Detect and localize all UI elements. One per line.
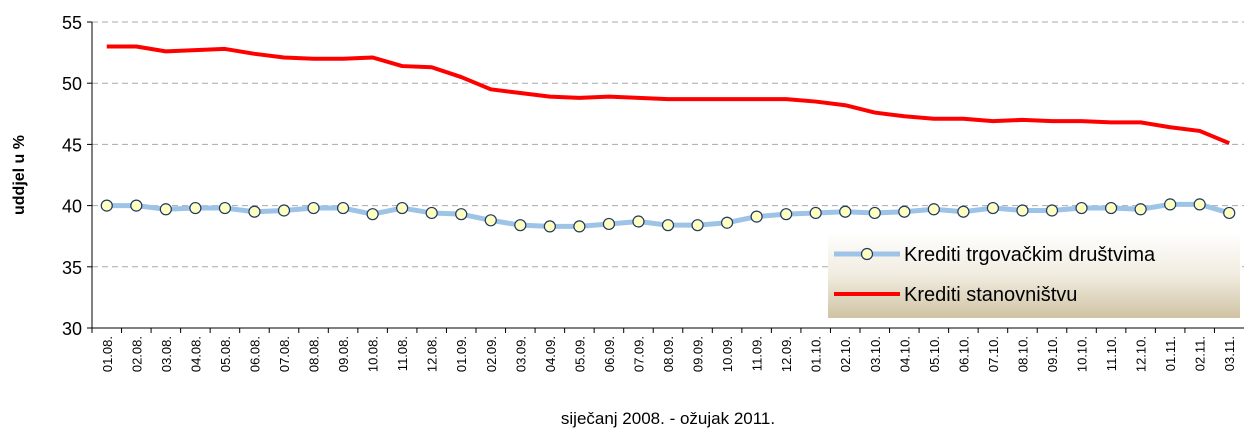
x-tick-label: 01.11. [1163, 336, 1178, 371]
x-tick-label: 11.09. [750, 336, 765, 371]
marker [661, 219, 675, 232]
marker [839, 205, 852, 218]
marker [986, 201, 1000, 215]
marker [189, 201, 202, 215]
y-tick-label: 35 [62, 258, 82, 278]
x-tick-label: 11.08. [395, 336, 410, 371]
x-tick-label: 06.10. [956, 336, 971, 372]
x-tick-label: 10.08. [366, 336, 381, 372]
marker [514, 219, 527, 232]
y-tick-label: 30 [62, 319, 82, 339]
x-tick-label: 02.09. [484, 336, 499, 372]
x-tick-label: 03.10. [868, 336, 883, 372]
marker [1193, 198, 1206, 211]
x-tick-label: 05.09. [572, 336, 587, 372]
x-tick-label: 01.09. [454, 336, 469, 372]
y-tick-label: 50 [62, 74, 82, 94]
x-tick-label: 02.10. [838, 336, 853, 372]
x-tick-label: 06.09. [602, 336, 617, 372]
marker [780, 208, 793, 221]
marker [1016, 204, 1029, 217]
x-tick-label: 04.08. [188, 336, 203, 372]
marker [1223, 206, 1236, 220]
x-tick-label: 05.10. [927, 336, 942, 372]
x-tick-label: 09.09. [691, 336, 706, 372]
marker [1164, 198, 1177, 211]
x-tick-label: 07.08. [277, 336, 292, 372]
marker [720, 216, 734, 229]
legend-label: Krediti trgovačkim društvima [904, 244, 1156, 266]
x-tick-label: 01.10. [809, 336, 824, 372]
x-tick-label: 02.11. [1193, 336, 1208, 371]
marker [248, 205, 261, 218]
x-tick-label: 09.10. [1045, 336, 1060, 372]
x-tick-label: 05.08. [218, 336, 233, 372]
x-tick-label: 03.09. [513, 336, 528, 372]
y-tick-label: 45 [62, 135, 82, 155]
marker [1134, 203, 1147, 216]
marker [927, 203, 940, 216]
x-tick-label: 09.08. [336, 336, 351, 372]
x-tick-label: 12.10. [1134, 336, 1149, 372]
legend-marker [860, 247, 874, 261]
x-tick-label: 12.09. [779, 336, 794, 372]
marker [218, 201, 232, 215]
marker [307, 201, 320, 215]
marker [396, 201, 409, 215]
legend: Krediti trgovačkim društvima Krediti stan… [828, 232, 1240, 318]
y-tick-label: 55 [62, 13, 82, 33]
marker [425, 206, 438, 220]
x-tick-label: 03.08. [159, 336, 174, 372]
marker [898, 205, 911, 218]
x-tick-label: 01.08. [100, 336, 115, 372]
marker [130, 199, 143, 212]
x-tick-label: 07.10. [986, 336, 1001, 372]
x-tick-label: 03.11. [1222, 336, 1237, 371]
x-tick-label: 12.08. [425, 336, 440, 372]
marker [691, 219, 704, 232]
marker [809, 206, 822, 220]
marker [632, 215, 645, 228]
marker [484, 214, 497, 227]
marker [1104, 201, 1118, 215]
x-axis-title: siječanj 2008. - ožujak 2011. [561, 409, 775, 428]
marker [366, 208, 379, 221]
x-tick-label: 08.10. [1015, 336, 1030, 372]
y-tick-label: 40 [62, 197, 82, 217]
marker [277, 204, 291, 217]
legend-label: Krediti stanovništvu [904, 284, 1077, 306]
marker [455, 208, 468, 221]
marker [957, 205, 970, 218]
marker [336, 201, 350, 215]
marker [602, 217, 616, 231]
marker [1045, 204, 1059, 217]
x-tick-label: 08.08. [307, 336, 322, 372]
x-tick-label: 02.08. [129, 336, 144, 372]
marker [1075, 201, 1088, 215]
legend-box [828, 232, 1240, 318]
x-tick-label: 06.08. [247, 336, 262, 372]
marker [159, 203, 172, 216]
x-tick-label: 04.09. [543, 336, 558, 372]
marker [868, 206, 881, 220]
x-tick-label: 04.10. [897, 336, 912, 372]
marker [543, 220, 556, 233]
x-tick-label: 10.10. [1075, 336, 1090, 372]
marker [100, 199, 113, 212]
x-tick-label: 07.09. [631, 336, 646, 372]
marker [750, 210, 763, 223]
x-tick-label: 10.09. [720, 336, 735, 372]
y-axis-title: uddjel u % [11, 135, 28, 215]
series-line [106, 44, 1230, 146]
x-tick-label: 08.09. [661, 336, 676, 372]
x-tick-label: 11.10. [1104, 336, 1119, 371]
marker [573, 220, 586, 233]
